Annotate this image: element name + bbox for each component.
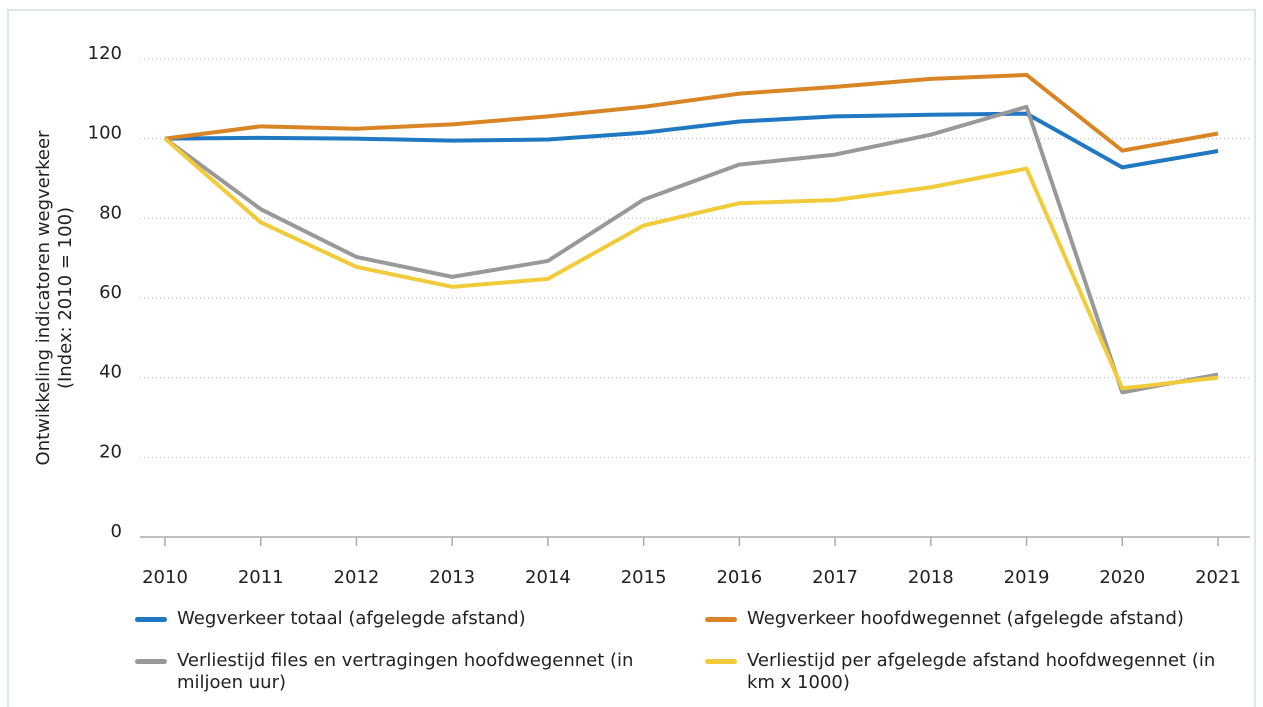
- legend-swatch: [135, 659, 167, 664]
- legend-item: Verliestijd per afgelegde afstand hoofdw…: [705, 650, 1217, 694]
- y-axis-subtitle: (Index: 2010 = 100): [55, 207, 76, 389]
- line-series: [164, 72, 1219, 153]
- x-tick-label: 2014: [525, 567, 571, 588]
- x-tick-label: 2018: [908, 567, 954, 588]
- legend-item: Verliestijd files en vertragingen hoofdw…: [135, 650, 647, 694]
- x-tick-label: 2012: [334, 567, 380, 588]
- legend-label: Verliestijd files en vertragingen hoofdw…: [177, 650, 634, 693]
- x-tick-label: 2013: [429, 567, 475, 588]
- frame: [7, 9, 1256, 707]
- y-tick-label: 120: [88, 43, 122, 64]
- legend-swatch: [135, 617, 167, 622]
- line-series: [163, 104, 1219, 395]
- legend-label: Wegverkeer hoofdwegennet (afgelegde afst…: [747, 608, 1184, 629]
- x-tick-label: 2011: [238, 567, 284, 588]
- x-tick-label: 2021: [1195, 567, 1241, 588]
- legend-item: Wegverkeer totaal (afgelegde afstand): [135, 608, 647, 630]
- x-tick-label: 2019: [1004, 567, 1050, 588]
- y-tick-label: 40: [99, 362, 122, 383]
- y-tick-label: 100: [88, 123, 122, 144]
- legend-swatch: [705, 617, 737, 622]
- x-tick-label: 2017: [812, 567, 858, 588]
- x-tick-label: 2016: [716, 567, 762, 588]
- legend-item: Wegverkeer hoofdwegennet (afgelegde afst…: [705, 608, 1217, 630]
- x-tick-label: 2010: [142, 567, 188, 588]
- y-axis-title: Ontwikkeling indicatoren wegverkeer: [33, 130, 54, 466]
- y-tick-label: 80: [99, 202, 122, 223]
- line-series: [163, 137, 1219, 391]
- y-tick-label: 60: [99, 282, 122, 303]
- legend-swatch: [705, 659, 737, 664]
- x-tick-label: 2015: [621, 567, 667, 588]
- x-tick-label: 2020: [1099, 567, 1145, 588]
- line-series: [164, 111, 1219, 170]
- y-tick-label: 0: [111, 521, 122, 542]
- legend-label: Verliestijd per afgelegde afstand hoofdw…: [747, 650, 1216, 693]
- y-tick-label: 20: [99, 441, 122, 462]
- legend-label: Wegverkeer totaal (afgelegde afstand): [177, 608, 526, 629]
